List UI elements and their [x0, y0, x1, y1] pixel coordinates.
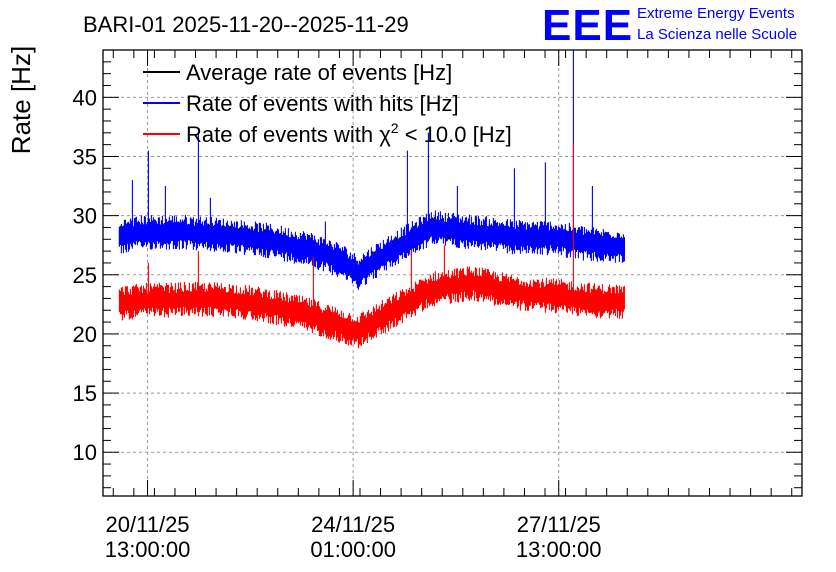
legend-label-chi2: Rate of events with χ2 < 10.0 [Hz] — [186, 120, 512, 147]
legend-chi2-symbol: χ — [379, 122, 391, 147]
axes — [102, 49, 803, 497]
legend: Average rate of events [Hz] Rate of even… — [143, 60, 512, 147]
x-tick-label-time: 01:00:00 — [310, 537, 396, 562]
y-tick-label: 35 — [73, 144, 97, 169]
plot-frame — [102, 49, 803, 497]
series-chi2-line — [118, 144, 625, 349]
y-axis-label: Rate [Hz] — [6, 46, 36, 154]
legend-chi2-suffix: < 10.0 [Hz] — [399, 122, 512, 147]
series-group — [118, 50, 625, 349]
series-hits-line — [118, 50, 625, 290]
x-tick-label-date: 27/11/25 — [517, 512, 601, 537]
x-tick-label-time: 13:00:00 — [105, 537, 191, 562]
y-tick-label: 20 — [73, 322, 97, 347]
legend-chi2-prefix: Rate of events with — [186, 122, 379, 147]
y-tick-label: 40 — [73, 85, 97, 110]
y-tick-label: 30 — [73, 204, 97, 229]
legend-label-average: Average rate of events [Hz] — [186, 60, 452, 85]
legend-label-hits: Rate of events with hits [Hz] — [186, 91, 459, 116]
x-tick-label-date: 20/11/25 — [106, 512, 190, 537]
x-tick-label-time: 13:00:00 — [516, 537, 602, 562]
eee-logo: EEE Extreme Energy Events La Scienza nel… — [542, 1, 797, 50]
tick-labels: 1015202530354020/11/2513:00:0024/11/2501… — [73, 85, 602, 562]
chart-title: BARI-01 2025-11-20--2025-11-29 — [83, 12, 409, 37]
y-tick-label: 15 — [73, 381, 97, 406]
x-tick-label-date: 24/11/25 — [311, 512, 395, 537]
y-tick-label: 25 — [73, 263, 97, 288]
eee-logo-line2: La Scienza nelle Scuole — [637, 26, 797, 43]
eee-logo-mark: EEE — [542, 1, 633, 50]
legend-chi2-exponent: 2 — [391, 120, 399, 136]
y-tick-label: 10 — [73, 440, 97, 465]
eee-logo-line1: Extreme Energy Events — [637, 5, 795, 22]
